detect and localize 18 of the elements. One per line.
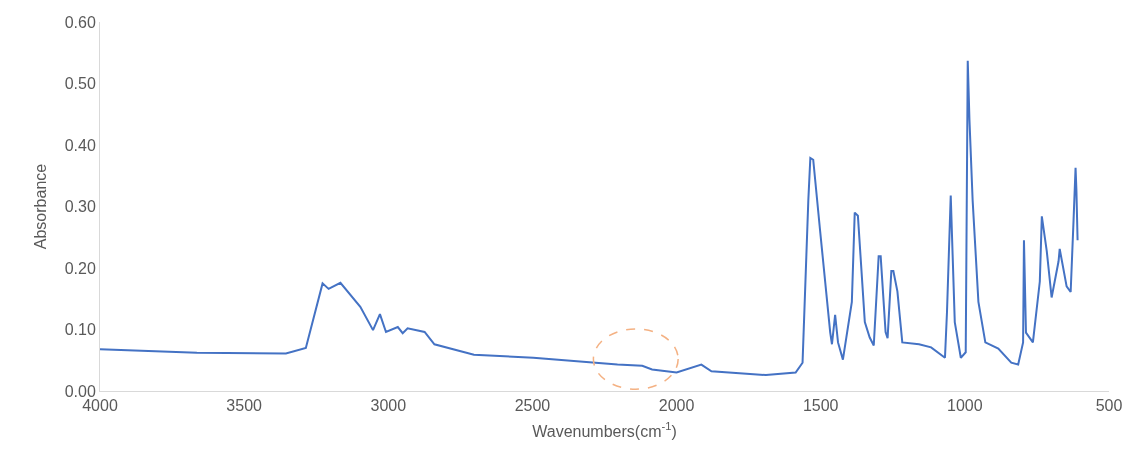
x-tick-label: 3000	[370, 397, 407, 415]
x-tick-label: 1500	[802, 397, 839, 415]
x-tick-label: 3500	[226, 397, 263, 415]
x-tick-label: 500	[1095, 397, 1123, 415]
x-tick-label: 2000	[658, 397, 695, 415]
y-tick-label: 0.20	[64, 259, 96, 277]
x-tick-label: 2500	[514, 397, 551, 415]
y-tick-label: 0.60	[64, 13, 96, 31]
x-tick-label: 1000	[947, 397, 983, 415]
y-tick-label: 0.30	[64, 198, 96, 216]
y-tick-label: 0.00	[64, 382, 96, 400]
y-tick-label: 0.10	[64, 321, 96, 339]
y-tick-label: 0.50	[64, 75, 96, 93]
line-series	[100, 59, 1079, 377]
y-tick-label: 0.40	[64, 136, 96, 154]
x-tick-label: 4000	[82, 397, 118, 415]
y-axis-title: Absorbance	[31, 163, 49, 250]
x-axis-title: Wavenumbers(cm$^{-1}$)	[532, 420, 677, 440]
